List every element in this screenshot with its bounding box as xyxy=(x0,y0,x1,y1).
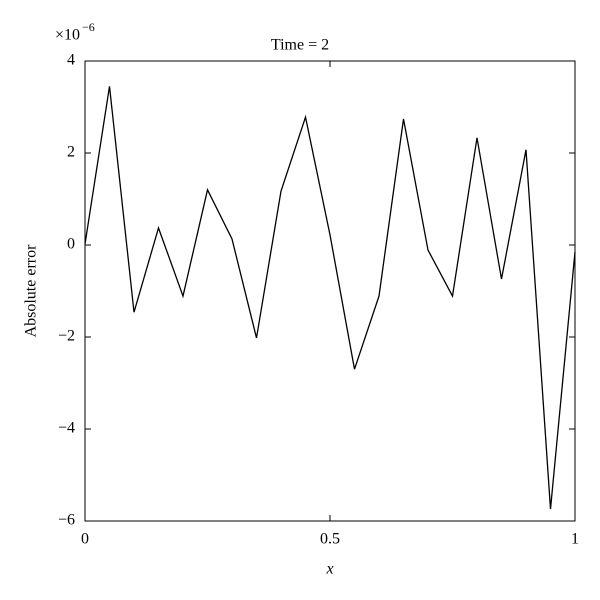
y-tick-label: 4 xyxy=(67,52,75,69)
y-tick-label: 0 xyxy=(67,236,75,253)
plot-frame xyxy=(84,60,576,522)
y-scale-exponent: −6 xyxy=(82,20,95,34)
x-tick-label: 1 xyxy=(571,531,579,548)
x-tick-label: 0 xyxy=(81,531,89,548)
chart-title: Time = 2 xyxy=(271,37,329,54)
y-scale-base: ×10 xyxy=(55,27,80,44)
y-tick-label: 2 xyxy=(67,144,75,161)
y-tick-label: −6 xyxy=(58,512,75,529)
x-tick-label: 0.5 xyxy=(320,531,340,548)
y-axis-label: Absolute error xyxy=(23,244,40,338)
y-tick-label: −4 xyxy=(58,420,75,437)
data-line xyxy=(84,86,576,510)
x-axis-label: x xyxy=(325,561,333,578)
y-tick-label: −2 xyxy=(58,328,75,345)
